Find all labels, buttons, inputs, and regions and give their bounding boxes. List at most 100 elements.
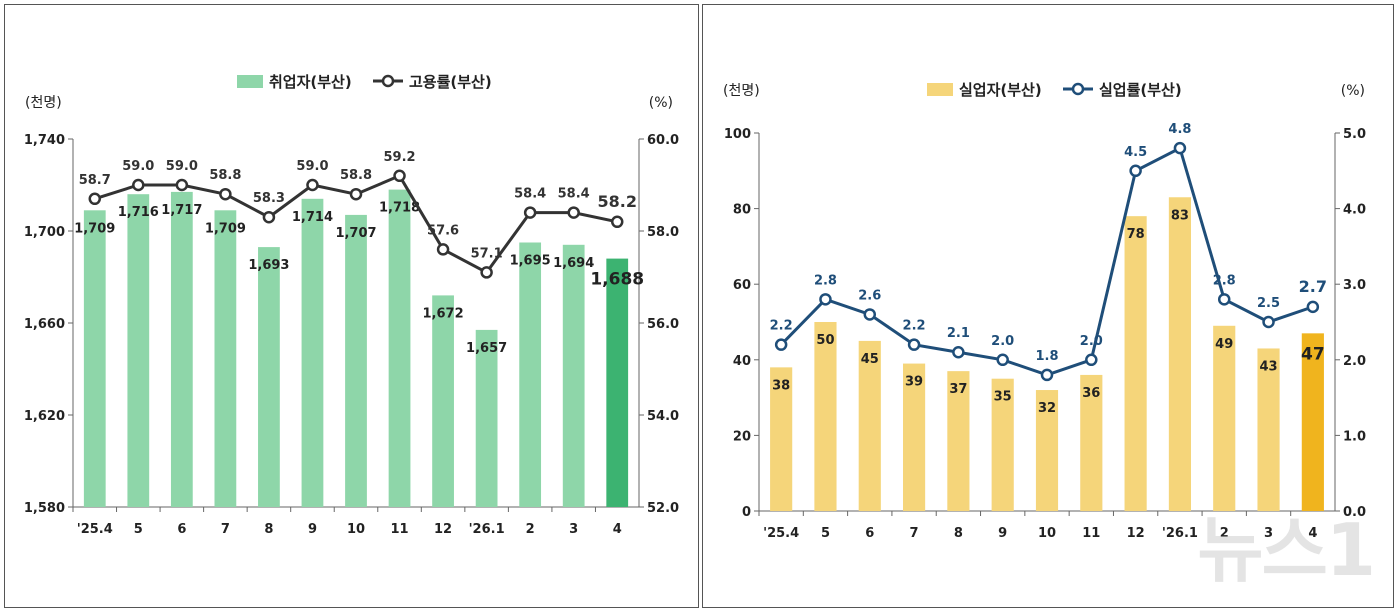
line-point (262, 210, 276, 224)
x-tick-label: 8 (954, 526, 963, 541)
bar (83, 210, 106, 508)
y-tick-label-left: 80 (733, 203, 751, 218)
x-tick-label: 7 (910, 526, 919, 541)
employment-chart-panel: 1,580 1,620 1,660 1,700 1,740 52.0 54.0 56.0 58.… (4, 4, 699, 608)
y-tick-label-left: 1,620 (24, 409, 65, 424)
line-value-label: 2.2 (770, 319, 793, 334)
unemployment-chart-panel: 0 20 40 60 80 100 0.0 1.0 2.0 3.0 4.0 5.0 (천명) (%) '25… (702, 4, 1394, 608)
bar (1301, 333, 1324, 511)
x-tick-label: 5 (821, 526, 830, 541)
bar-value-label: 35 (994, 390, 1012, 405)
line-value-label: 2.5 (1257, 296, 1280, 311)
bar (519, 242, 542, 507)
y-tick-label-left: 60 (733, 278, 751, 293)
bar (1168, 197, 1191, 511)
y-tick-label-right: 58.0 (647, 225, 679, 240)
line-point (132, 178, 145, 192)
bar-value-label: 1,716 (118, 205, 159, 220)
line-value-label: 58.4 (558, 187, 590, 202)
x-tick-label: '25.4 (763, 526, 799, 541)
line-point (1173, 141, 1187, 155)
x-tick-label: 4 (613, 522, 622, 537)
y-tick-label-right: 56.0 (647, 317, 679, 332)
line-point (774, 338, 788, 351)
bar-value-label: 1,709 (74, 221, 115, 236)
line-value-label: 57.6 (427, 223, 459, 238)
x-tick-label: 6 (865, 526, 874, 541)
y-tick-label-right: 0.0 (1343, 505, 1366, 520)
bar (858, 340, 881, 511)
bar-value-label: 1,695 (510, 254, 551, 269)
y-tick-label-right: 52.0 (647, 501, 679, 516)
line-value-label: 2.6 (858, 288, 881, 303)
x-tick-label: 12 (1127, 526, 1145, 541)
x-tick-label: 11 (390, 522, 408, 537)
bar (345, 214, 367, 507)
employment-chart: 1,580 1,620 1,660 1,700 1,740 52.0 54.0 56.0 58.… (24, 73, 679, 537)
bar-value-label: 45 (861, 352, 879, 367)
y-tick-label-left: 1,660 (24, 317, 65, 332)
line-point (88, 192, 102, 206)
line-value-label: 58.8 (209, 168, 241, 183)
bar-value-label: 1,717 (161, 203, 202, 218)
bar-value-label: 1,688 (590, 270, 644, 290)
line-value-label: 58.4 (514, 187, 546, 202)
bar (301, 198, 324, 508)
bar (991, 378, 1014, 511)
line-point (952, 345, 965, 359)
bar-value-label: 50 (816, 333, 834, 348)
line-value-label: 2.0 (991, 334, 1014, 349)
line-point (1262, 315, 1275, 329)
bar (814, 322, 837, 511)
bar (388, 189, 411, 507)
line-value-label: 2.8 (1213, 273, 1236, 288)
line-point (863, 308, 877, 321)
y-tick-label-right: 4.0 (1343, 203, 1366, 218)
bar (258, 247, 280, 507)
legend-label-line: 고용률(부산) (409, 73, 492, 91)
y-axis-unit-right: (%) (649, 95, 673, 111)
bar (475, 329, 498, 507)
line-value-label: 58.2 (597, 192, 636, 211)
bar (562, 244, 585, 508)
line-point (393, 169, 406, 183)
x-tick-label: 6 (177, 522, 186, 537)
x-tick-label: 11 (1082, 526, 1100, 541)
line-value-label: 2.8 (814, 273, 837, 288)
line-value-label: 58.3 (253, 191, 285, 206)
bar (1035, 390, 1059, 511)
bar-value-label: 37 (949, 382, 967, 397)
bar-value-label: 78 (1127, 227, 1145, 242)
bar-value-label: 36 (1082, 386, 1100, 401)
bar (214, 210, 237, 508)
line-point (819, 293, 832, 306)
y-tick-label-left: 1,700 (24, 225, 65, 240)
x-tick-label: 4 (1308, 526, 1317, 541)
line-value-label: 2.1 (947, 326, 970, 341)
x-tick-label: 2 (1220, 526, 1229, 541)
y-tick-label-left: 0 (742, 505, 751, 520)
line-value-label: 2.7 (1299, 277, 1327, 296)
line-value-label: 4.8 (1168, 122, 1191, 137)
bar-value-label: 1,693 (248, 258, 289, 273)
bar-value-label: 1,718 (379, 201, 420, 216)
line-point (996, 353, 1009, 367)
x-tick-label: 2 (526, 522, 535, 537)
line-point (567, 206, 580, 219)
bar-value-label: 49 (1215, 337, 1233, 352)
line-value-label: 59.0 (296, 159, 328, 174)
legend-label-bar: 실업자(부산) (959, 81, 1042, 99)
line-value-label: 58.8 (340, 168, 372, 183)
x-tick-label: 12 (434, 522, 452, 537)
line-value-label: 59.0 (122, 159, 154, 174)
bar-value-label: 1,657 (466, 341, 507, 356)
bar (127, 194, 150, 507)
bar (1124, 216, 1147, 511)
line-point (480, 266, 493, 279)
line-value-label: 1.8 (1035, 349, 1058, 364)
legend-label-line: 실업률(부산) (1099, 81, 1182, 99)
legend-swatch-bar (237, 75, 263, 88)
x-tick-label: 7 (221, 522, 230, 537)
x-tick-label: '26.1 (469, 522, 505, 537)
x-tick-label: 10 (347, 522, 365, 537)
